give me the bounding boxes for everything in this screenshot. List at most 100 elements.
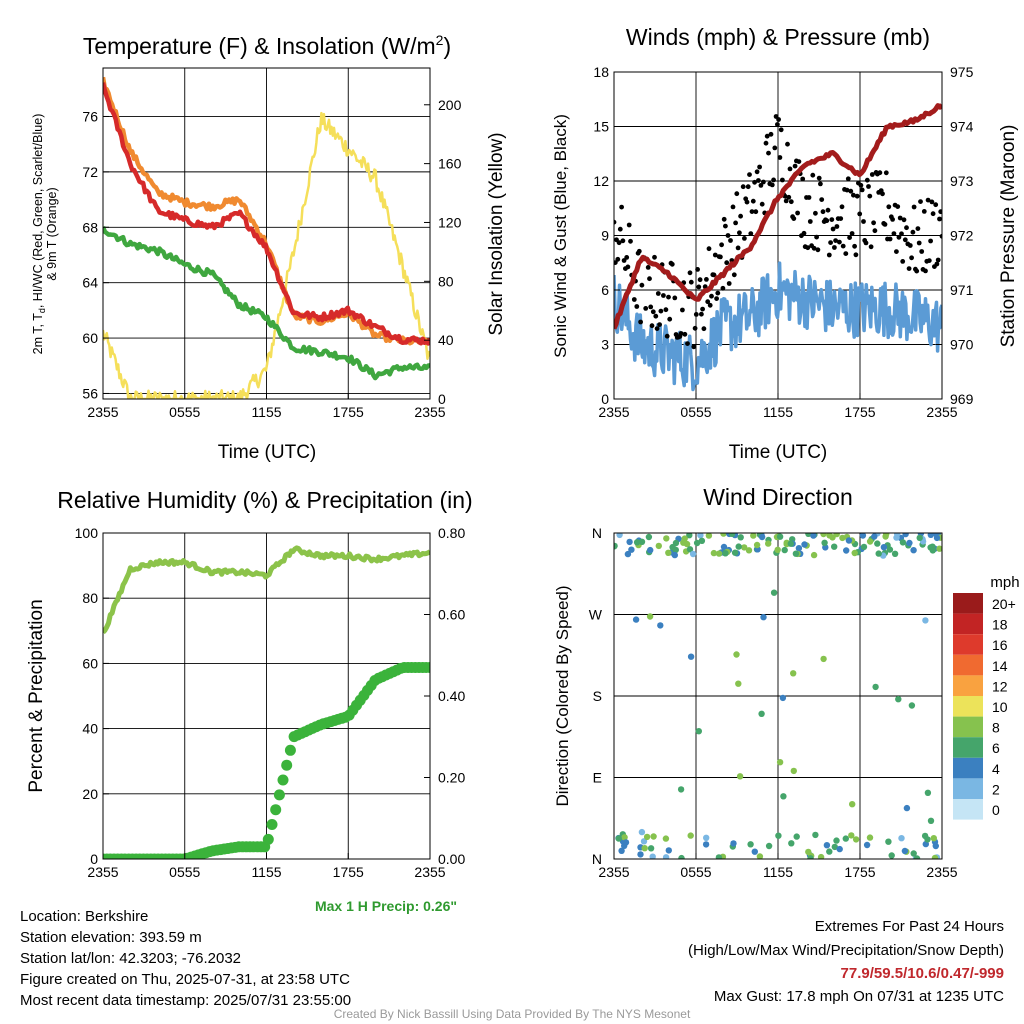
gust-point bbox=[921, 209, 927, 214]
direction-point bbox=[790, 670, 797, 677]
legend-swatch bbox=[953, 716, 983, 738]
direction-point bbox=[758, 710, 765, 717]
direction-point bbox=[788, 840, 795, 847]
gust-point bbox=[738, 213, 743, 219]
direction-point bbox=[681, 535, 688, 542]
winds-right-tick-label: 971 bbox=[950, 282, 974, 298]
gust-point bbox=[769, 182, 775, 188]
direction-point bbox=[820, 533, 827, 538]
gust-point bbox=[800, 176, 806, 182]
direction-point bbox=[891, 550, 899, 557]
direction-point bbox=[756, 853, 764, 859]
direction-point bbox=[839, 534, 846, 542]
direction-point bbox=[643, 833, 651, 841]
direction-point bbox=[616, 533, 623, 539]
precip-point bbox=[281, 759, 293, 771]
gust-point bbox=[626, 222, 632, 228]
direction-point bbox=[638, 828, 646, 836]
gust-point bbox=[721, 216, 727, 222]
gust-point bbox=[866, 184, 871, 189]
gust-point bbox=[811, 245, 817, 251]
direction-point bbox=[641, 845, 648, 852]
gust-point bbox=[926, 258, 932, 263]
gust-point bbox=[816, 175, 822, 181]
direction-point bbox=[735, 543, 742, 550]
gust-point bbox=[615, 256, 621, 262]
direction-point bbox=[886, 546, 894, 553]
winds-right-ticks: 969 970 971 972 973 974 975 bbox=[936, 64, 974, 407]
gust-point bbox=[877, 170, 883, 176]
precip-point bbox=[284, 744, 296, 756]
gust-point bbox=[678, 331, 684, 336]
direction-point bbox=[860, 543, 868, 551]
winds-x-tick-label: 1755 bbox=[844, 404, 875, 420]
gust-point bbox=[768, 131, 774, 137]
gust-point bbox=[843, 251, 849, 256]
temperature-left-ticks: 56 60 64 68 72 76 bbox=[82, 108, 109, 401]
direction-point bbox=[817, 853, 825, 859]
gust-point bbox=[709, 293, 714, 299]
gust-point bbox=[859, 187, 865, 193]
winds-left-tick-label: 3 bbox=[601, 337, 609, 353]
gust-point bbox=[666, 294, 671, 300]
gust-point bbox=[757, 164, 762, 170]
gust-point bbox=[849, 231, 855, 236]
gust-point bbox=[687, 270, 693, 276]
gust-point bbox=[925, 197, 931, 203]
gust-point bbox=[728, 238, 733, 243]
gust-point bbox=[783, 198, 789, 204]
direction-point bbox=[705, 533, 713, 539]
winds-right-tick-label: 970 bbox=[950, 337, 974, 353]
footer-created: Figure created on Thu, 2025-07-31, at 23… bbox=[20, 971, 350, 988]
direction-x-tick-label: 0555 bbox=[680, 864, 711, 880]
gust-point bbox=[796, 159, 802, 165]
gust-point bbox=[872, 228, 878, 234]
gust-point bbox=[934, 261, 940, 267]
gust-point bbox=[737, 230, 742, 236]
extremes-values: 77.9/59.5/10.6/0.47/-999 bbox=[840, 965, 1004, 982]
humidity-right-tick-label: 0.00 bbox=[438, 851, 465, 867]
temperature-left-tick-label: 60 bbox=[82, 330, 98, 346]
humidity-left-tick-label: 100 bbox=[75, 525, 99, 541]
gust-point bbox=[863, 240, 869, 246]
gust-point bbox=[647, 276, 652, 282]
temperature-grid bbox=[103, 68, 430, 399]
direction-point bbox=[871, 533, 878, 540]
direction-tick-label: W bbox=[589, 607, 603, 623]
gust-point bbox=[616, 240, 622, 246]
temperature-x-tick-label: 1155 bbox=[251, 404, 281, 420]
gust-point bbox=[839, 204, 845, 210]
direction-point bbox=[851, 549, 858, 557]
humidity-title: Relative Humidity (%) & Precipitation (i… bbox=[57, 487, 472, 513]
gust-point bbox=[750, 198, 756, 204]
humidity-right-ticks: 0.00 0.20 0.40 0.60 0.80 bbox=[424, 525, 465, 867]
direction-point bbox=[927, 533, 934, 538]
gust-point bbox=[807, 219, 813, 224]
direction-point bbox=[615, 835, 622, 842]
gust-point bbox=[938, 209, 942, 215]
legend-label: 6 bbox=[992, 740, 1000, 756]
winds-x-tick-label: 2355 bbox=[926, 404, 957, 420]
direction-point bbox=[618, 847, 625, 854]
direction-point bbox=[910, 547, 917, 554]
legend-label: 4 bbox=[992, 761, 1000, 777]
direction-point bbox=[649, 853, 656, 859]
winds-ylabel-left: Sonic Wind & Gust (Blue, Black) bbox=[551, 114, 570, 358]
direction-point bbox=[628, 546, 635, 553]
direction-point bbox=[614, 543, 618, 550]
gust-point bbox=[852, 243, 857, 249]
temperature-x-tick-label: 0555 bbox=[169, 404, 200, 420]
gust-point bbox=[886, 204, 892, 210]
direction-point bbox=[698, 537, 706, 544]
direction-point bbox=[741, 544, 748, 551]
direction-point bbox=[810, 533, 817, 539]
series-td bbox=[103, 226, 430, 381]
gust-point bbox=[669, 261, 675, 267]
direction-point bbox=[849, 801, 856, 808]
legend-swatch bbox=[953, 675, 983, 696]
direction-x-tick-label: 1755 bbox=[844, 864, 875, 880]
gust-point bbox=[625, 264, 631, 270]
gust-point bbox=[902, 237, 908, 243]
temperature-left-tick-label: 72 bbox=[82, 164, 98, 180]
direction-point bbox=[776, 759, 784, 766]
